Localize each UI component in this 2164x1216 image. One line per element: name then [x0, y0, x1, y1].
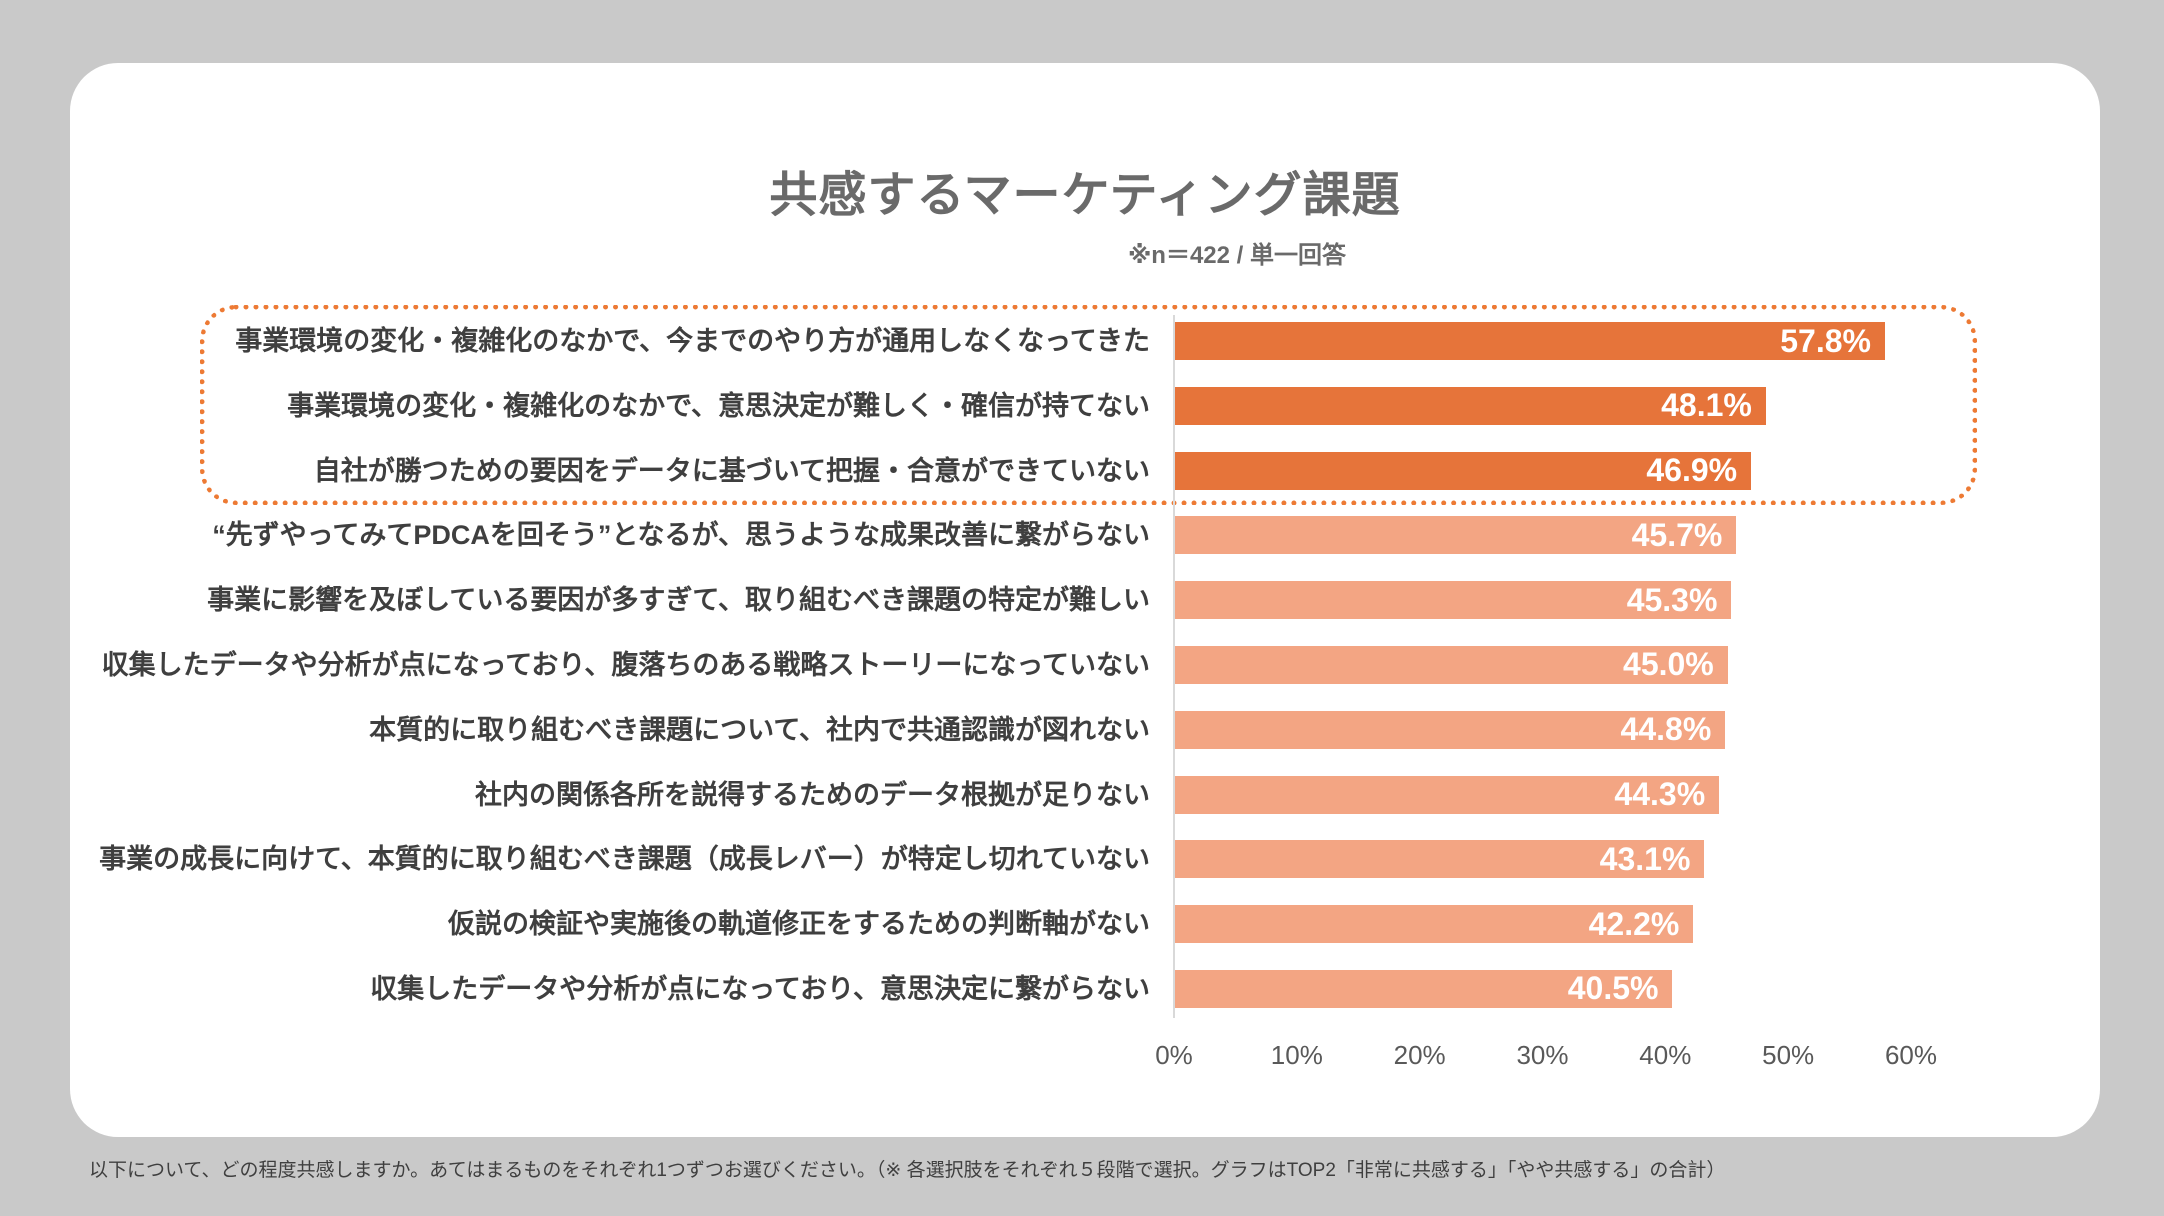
x-axis-tick-label: 40% [1639, 1040, 1692, 1070]
chart-row: 事業に影響を及ぼしている要因が多すぎて、取り組むべき課題の特定が難しい 45.3% [70, 581, 2100, 646]
value-label: 44.3% [1614, 776, 1706, 813]
chart-row: 事業環境の変化・複雑化のなかで、意思決定が難しく・確信が持てない 48.1% [70, 386, 2100, 452]
bar-chart: 事業環境の変化・複雑化のなかで、今までのやり方が通用しなくなってきた 57.8% 事… [70, 63, 2100, 1137]
x-axis-tick-label: 10% [1270, 1040, 1323, 1070]
value-label: 45.0% [1623, 646, 1714, 683]
bar: 45.0% [1175, 645, 1728, 684]
value-label: 57.8% [1780, 322, 1871, 359]
chart-card: 共感するマーケティング課題 ※n＝422 / 単一回答 事業環境の変化・複雑化の… [70, 63, 2100, 1137]
chart-row: 事業の成長に向けて、本質的に取り組むべき課題（成長レバー）が特定し切れていない 4… [70, 840, 2100, 905]
chart-row: 自社が勝つための要因をデータに基づいて把握・合意ができていない 46.9% [70, 451, 2100, 517]
x-axis-tick-label: 20% [1393, 1040, 1446, 1070]
value-label: 48.1% [1661, 387, 1752, 424]
category-label: 本質的に取り組むべき課題について、社内で共通認識が図れない [369, 714, 1150, 745]
chart-row: 収集したデータや分析が点になっており、腹落ちのある戦略ストーリーになっていない 4… [70, 645, 2100, 711]
category-label: 事業に影響を及ぼしている要因が多すぎて、取り組むべき課題の特定が難しい [207, 585, 1150, 616]
bar: 48.1% [1175, 386, 1766, 425]
category-label: 事業環境の変化・複雑化のなかで、意思決定が難しく・確信が持てない [287, 390, 1150, 421]
x-axis-tick-label: 30% [1516, 1040, 1569, 1070]
bar: 45.3% [1175, 581, 1732, 620]
chart-rows: 事業環境の変化・複雑化のなかで、今までのやり方が通用しなくなってきた 57.8% 事… [70, 322, 2100, 1035]
chart-title: 共感するマーケティング課題 [769, 169, 1401, 222]
chart-row: 本質的に取り組むべき課題について、社内で共通認識が図れない 44.8% [70, 710, 2100, 776]
x-axis: 0% 10% 20% 30% 40% 50% 60% [70, 1040, 2100, 1080]
category-label: 仮説の検証や実施後の軌道修正をするための判断軸がない [448, 909, 1150, 940]
chart-row: 仮説の検証や実施後の軌道修正をするための判断軸がない 42.2% [70, 905, 2100, 970]
chart-row: 社内の関係各所を説得するためのデータ根拠が足りない 44.3% [70, 775, 2100, 841]
bar: 40.5% [1175, 969, 1673, 1008]
bar: 44.8% [1175, 710, 1726, 749]
bar: 43.1% [1175, 840, 1705, 879]
chart-row: 事業環境の変化・複雑化のなかで、今までのやり方が通用しなくなってきた 57.8% [70, 322, 2100, 387]
category-label: 社内の関係各所を説得するためのデータ根拠が足りない [475, 779, 1150, 810]
bar: 46.9% [1175, 451, 1752, 490]
value-label: 46.9% [1646, 452, 1738, 489]
value-label: 40.5% [1567, 970, 1659, 1007]
x-axis-tick-label: 50% [1762, 1040, 1815, 1070]
bar: 42.2% [1175, 905, 1694, 944]
chart-subtitle: ※n＝422 / 単一回答 [1127, 242, 1347, 269]
category-label: 収集したデータや分析が点になっており、意思決定に繋がらない [370, 973, 1150, 1004]
bar: 45.7% [1175, 516, 1737, 555]
bar: 57.8% [1175, 322, 1885, 360]
chart-row: 収集したデータや分析が点になっており、意思決定に繋がらない 40.5% [70, 969, 2100, 1035]
x-axis-tick-label: 60% [1884, 1040, 1937, 1070]
category-label: 事業の成長に向けて、本質的に取り組むべき課題（成長レバー）が特定し切れていない [99, 844, 1150, 875]
bar: 44.3% [1175, 775, 1720, 814]
value-label: 44.8% [1620, 711, 1712, 748]
value-label: 43.1% [1599, 840, 1691, 877]
footnote: 以下について、どの程度共感しますか。あてはまるものをそれぞれ1つずつお選びくださ… [89, 1160, 1726, 1181]
value-label: 45.3% [1626, 581, 1718, 618]
x-axis-tick-label: 0% [1155, 1040, 1193, 1070]
y-axis-line [1173, 315, 1175, 1018]
top3-callout-border [200, 305, 1977, 505]
chart-row: “先ずやってみてPDCAを回そう”となるが、思うような成果改善に繋がらない 45.… [70, 516, 2100, 581]
category-label: 収集したデータや分析が点になっており、腹落ちのある戦略ストーリーになっていない [101, 649, 1150, 680]
category-label: 事業環境の変化・複雑化のなかで、今までのやり方が通用しなくなってきた [235, 326, 1150, 356]
category-label: “先ずやってみてPDCAを回そう”となるが、思うような成果改善に繋がらない [212, 520, 1150, 551]
value-label: 42.2% [1588, 905, 1680, 942]
value-label: 45.7% [1631, 516, 1723, 553]
category-label: 自社が勝つための要因をデータに基づいて把握・合意ができていない [313, 455, 1150, 486]
